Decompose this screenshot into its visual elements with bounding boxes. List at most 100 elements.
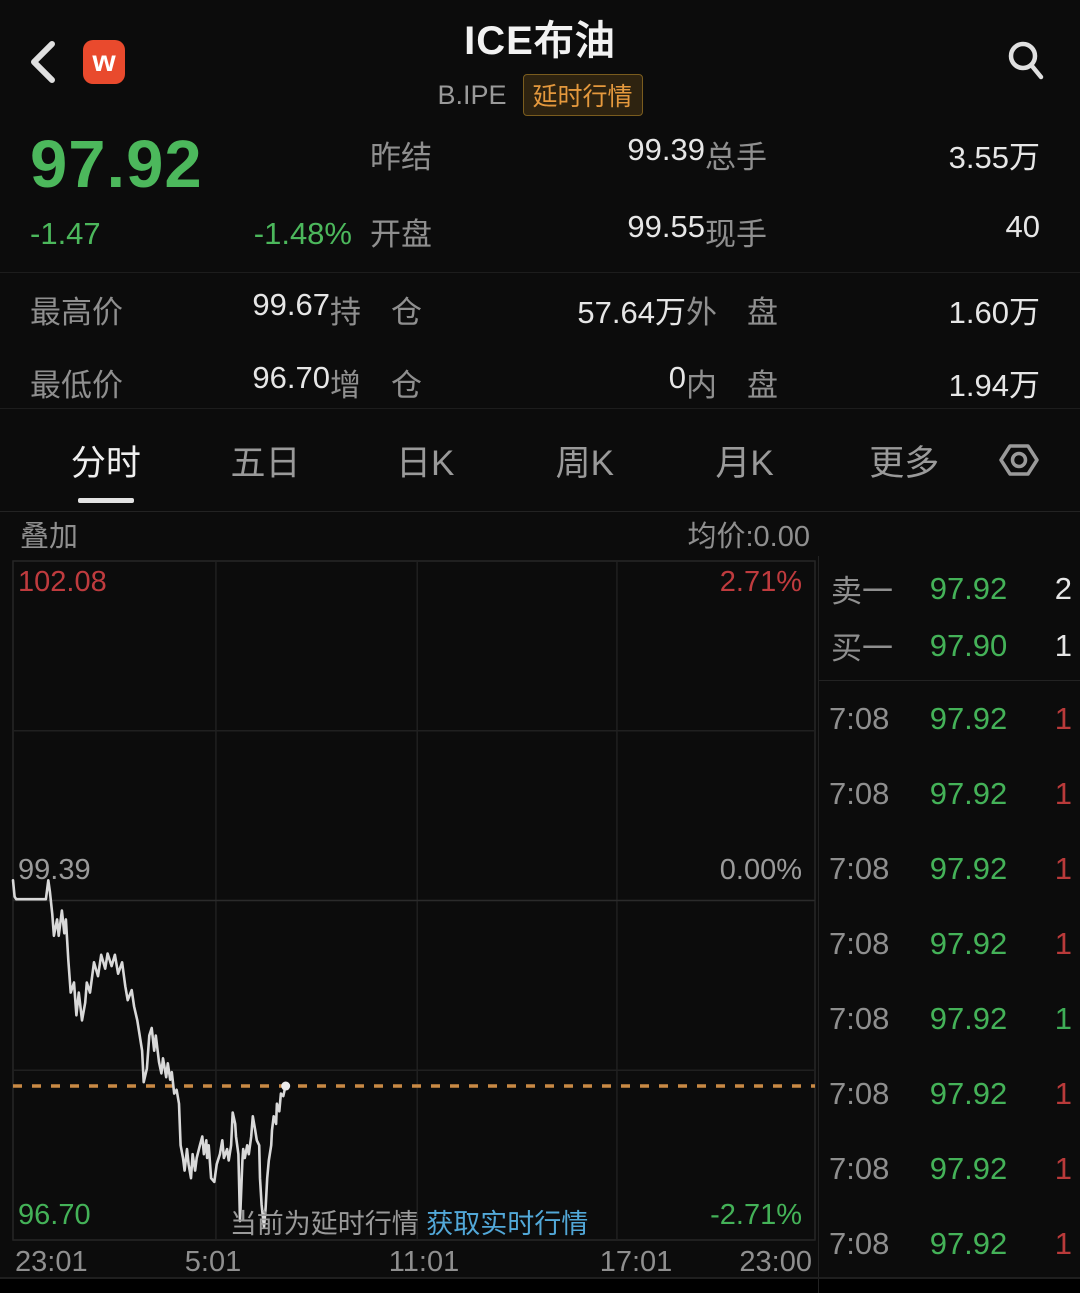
tick-price: 97.92 — [929, 700, 1008, 736]
tick-qty: 1 — [1054, 775, 1072, 811]
quote-section: 97.92 -1.47 -1.48% 昨结 99.39 总手 3.55万 开盘 99.55… — [0, 118, 1080, 272]
delayed-quote-badge: 延时行情 — [522, 74, 643, 116]
stat-label: 外盘 — [686, 295, 778, 330]
last-price: 97.92 — [30, 127, 203, 202]
tab-月K[interactable]: 月K — [715, 443, 774, 483]
tick-row: 7:08 97.92 1 — [819, 831, 1080, 906]
stats-section: 最高价 99.67 持仓 57.64万外盘 1.60万 最低价 96.70 增仓 0 内盘 1.94… — [0, 272, 1080, 408]
tick-list[interactable]: 7:08 97.92 1 7:08 97.92 1 7:08 97.92 1 7:08 97.92 1… — [819, 681, 1080, 1281]
x-tick: 11:01 — [388, 1246, 460, 1278]
stat-value: 96.70 — [252, 360, 330, 395]
tick-row: 7:08 97.92 1 — [819, 981, 1080, 1056]
stat-value: 1.94万 — [948, 368, 1040, 403]
tick-qty: 1 — [1054, 1000, 1072, 1036]
page-title: ICE布油 — [464, 19, 616, 63]
x-tick: 5:01 — [184, 1246, 242, 1278]
quote-field-label: 总手 — [705, 140, 767, 175]
main-area: 102.08 2.71% 99.39 0.00% 96.70 -2.71% 当前… — [0, 556, 1080, 1293]
tick-row: 7:08 97.92 1 — [819, 1131, 1080, 1206]
ask-qty: 2 — [1054, 570, 1072, 606]
instrument-code: B.IPE — [437, 79, 507, 110]
stat-value: 99.67 — [252, 287, 330, 322]
tab-五日[interactable]: 五日 — [230, 443, 301, 483]
bid-qty: 1 — [1054, 627, 1072, 663]
y-axis-mid-price: 99.39 — [18, 854, 91, 886]
tab-日K[interactable]: 日K — [396, 443, 455, 483]
tick-price: 97.92 — [929, 1225, 1008, 1261]
tick-price: 97.92 — [929, 1075, 1008, 1111]
quote-field-value: 99.39 — [627, 132, 705, 167]
search-icon — [1008, 41, 1044, 80]
tick-row: 7:08 97.92 1 — [819, 1056, 1080, 1131]
tick-qty: 1 — [1054, 1150, 1072, 1186]
stat-label: 内盘 — [686, 368, 778, 403]
stat-label: 增仓 — [330, 368, 422, 403]
quote-field-value: 40 — [1005, 209, 1040, 244]
header: w ICE布油 B.IPE 延时行情 — [0, 0, 1080, 118]
price-change: -1.47 — [30, 216, 101, 251]
tick-price: 97.92 — [929, 1000, 1008, 1036]
tab-intraday[interactable]: 分时 — [26, 409, 186, 511]
order-book-panel[interactable]: 卖一 97.92 2 买一 97.90 1 7:08 97.92 1 7:08 97.9… — [818, 556, 1080, 1293]
delayed-notice-text: 当前为延时行情 — [229, 1209, 419, 1239]
back-chevron-icon — [31, 41, 55, 83]
overlay-toggle-button[interactable]: 叠加 — [20, 521, 79, 553]
tick-time: 7:08 — [829, 1150, 890, 1186]
intraday-chart-canvas[interactable] — [11, 559, 817, 1243]
y-axis-top-price: 102.08 — [18, 566, 107, 598]
delayed-notice: 当前为延时行情 获取实时行情 — [0, 1202, 818, 1241]
tick-time: 7:08 — [829, 775, 890, 811]
search-button[interactable] — [1006, 40, 1046, 82]
x-axis: 23:01 5:01 11:01 17:01 23:00 — [0, 1246, 818, 1286]
wind-logo-letter: w — [92, 45, 116, 78]
ask-price: 97.92 — [929, 570, 1008, 606]
wind-logo[interactable]: w — [83, 40, 125, 84]
tick-time: 7:08 — [829, 850, 890, 886]
tick-qty: 1 — [1054, 925, 1072, 961]
tick-time: 7:08 — [829, 1075, 890, 1111]
tick-qty: 1 — [1054, 700, 1072, 736]
quote-field-label: 开盘 — [370, 217, 432, 252]
price-block: 97.92 -1.47 -1.48% — [0, 118, 360, 272]
tick-price: 97.92 — [929, 850, 1008, 886]
price-change-pct: -1.48% — [253, 216, 352, 251]
x-tick: 23:01 — [15, 1246, 88, 1278]
stat-label: 最高价 — [30, 295, 123, 330]
tab-更多[interactable]: 更多 — [869, 443, 940, 483]
bid-label: 买一 — [831, 631, 893, 666]
y-axis-bottom-pct: -2.71% — [710, 1199, 802, 1231]
panel-divider — [819, 680, 1080, 681]
tick-price: 97.92 — [929, 775, 1008, 811]
y-axis-top-pct: 2.71% — [719, 566, 802, 598]
bottom-divider — [0, 1277, 1080, 1279]
tick-row: 7:08 97.92 1 — [819, 681, 1080, 756]
tick-row: 7:08 97.92 1 — [819, 756, 1080, 831]
bid-price: 97.90 — [929, 627, 1008, 663]
quote-field-label: 昨结 — [370, 140, 432, 175]
tick-qty: 1 — [1054, 1075, 1072, 1111]
tick-time: 7:08 — [829, 925, 890, 961]
period-tabs: 分时 五日 日K 周K 月K 更多 — [0, 408, 1080, 512]
intraday-chart[interactable]: 102.08 2.71% 99.39 0.00% 96.70 -2.71% 当前… — [0, 556, 818, 1293]
ask-label: 卖一 — [831, 574, 893, 609]
stat-value: 0 — [668, 360, 686, 395]
stat-label: 持仓 — [330, 295, 422, 330]
tick-row: 7:08 97.92 1 — [819, 1206, 1080, 1281]
back-button[interactable] — [22, 38, 66, 86]
avg-price-label: 均价:0.00 — [687, 521, 811, 553]
stat-value: 57.64万 — [577, 295, 686, 330]
quote-field-value: 99.55 — [627, 209, 705, 244]
overlay-row: 叠加 均价:0.00 — [0, 512, 1080, 556]
tick-time: 7:08 — [829, 1225, 890, 1261]
tick-qty: 1 — [1054, 850, 1072, 886]
chart-settings-button[interactable] — [984, 438, 1054, 482]
bid-row: 买一 97.90 1 — [819, 617, 1080, 674]
title-block: ICE布油 B.IPE 延时行情 — [0, 8, 1080, 116]
tab-周K[interactable]: 周K — [555, 443, 615, 483]
y-axis-bottom-price: 96.70 — [18, 1199, 91, 1231]
tick-row: 7:08 97.92 1 — [819, 906, 1080, 981]
settings-hexagon-icon — [999, 444, 1039, 476]
get-realtime-link[interactable]: 获取实时行情 — [426, 1209, 589, 1239]
stat-value: 1.60万 — [948, 295, 1040, 330]
